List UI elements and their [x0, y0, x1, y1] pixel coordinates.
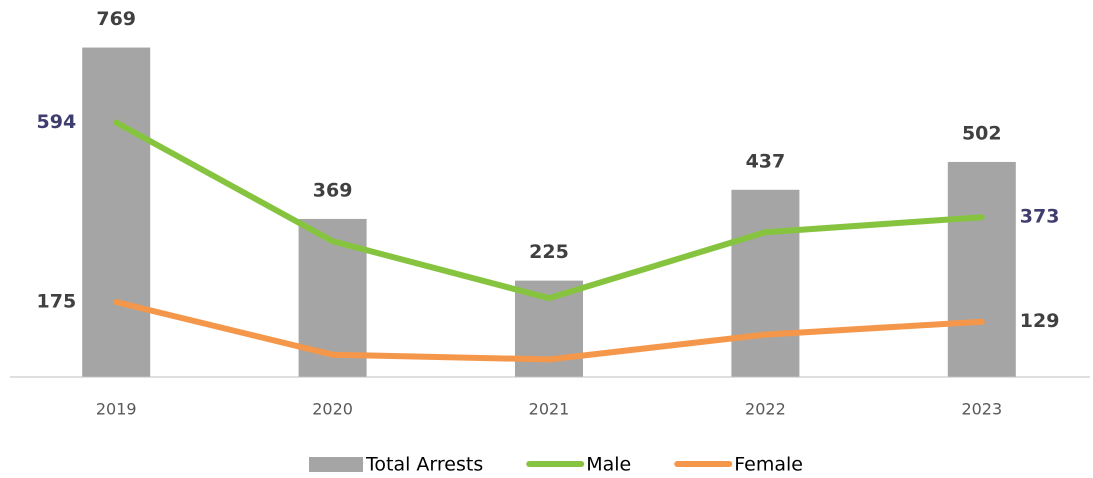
legend-swatch — [309, 457, 363, 472]
x-tick-label: 2020 — [312, 400, 353, 419]
data-label: 225 — [529, 241, 569, 263]
data-label: 369 — [313, 179, 353, 201]
legend-label: Total Arrests — [365, 454, 483, 476]
data-label: 129 — [1020, 310, 1060, 332]
x-tick-label: 2023 — [961, 400, 1002, 419]
legend-label: Male — [586, 454, 631, 476]
bar — [731, 189, 800, 377]
legend-label: Female — [734, 454, 803, 476]
data-label: 769 — [96, 8, 136, 30]
x-tick-label: 2021 — [529, 400, 570, 419]
line — [113, 299, 985, 363]
x-tick-label: 2022 — [745, 400, 786, 419]
data-label: 175 — [37, 291, 77, 313]
data-label: 437 — [746, 150, 786, 172]
data-label: 594 — [37, 111, 77, 133]
data-label: 373 — [1020, 206, 1060, 228]
bar — [82, 47, 151, 378]
line — [113, 119, 985, 302]
x-tick-label: 2019 — [96, 400, 137, 419]
data-label: 502 — [962, 122, 1002, 144]
bar — [947, 161, 1016, 377]
